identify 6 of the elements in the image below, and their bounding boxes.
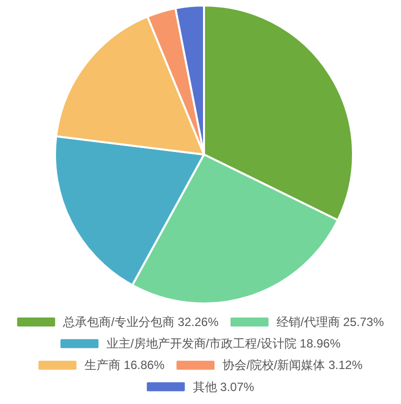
legend-label: 经销/代理商 25.73% [276, 315, 384, 329]
legend-label: 总承包商/专业分包商 32.26% [62, 315, 219, 329]
legend-label: 业主/房地产开发商/市政工程/设计院 18.96% [106, 336, 341, 351]
legend-label: 其他 3.07% [192, 380, 255, 394]
legend-label: 协会/院校/新闻媒体 3.12% [222, 358, 363, 372]
legend-label: 生产商 16.86% [84, 358, 165, 372]
